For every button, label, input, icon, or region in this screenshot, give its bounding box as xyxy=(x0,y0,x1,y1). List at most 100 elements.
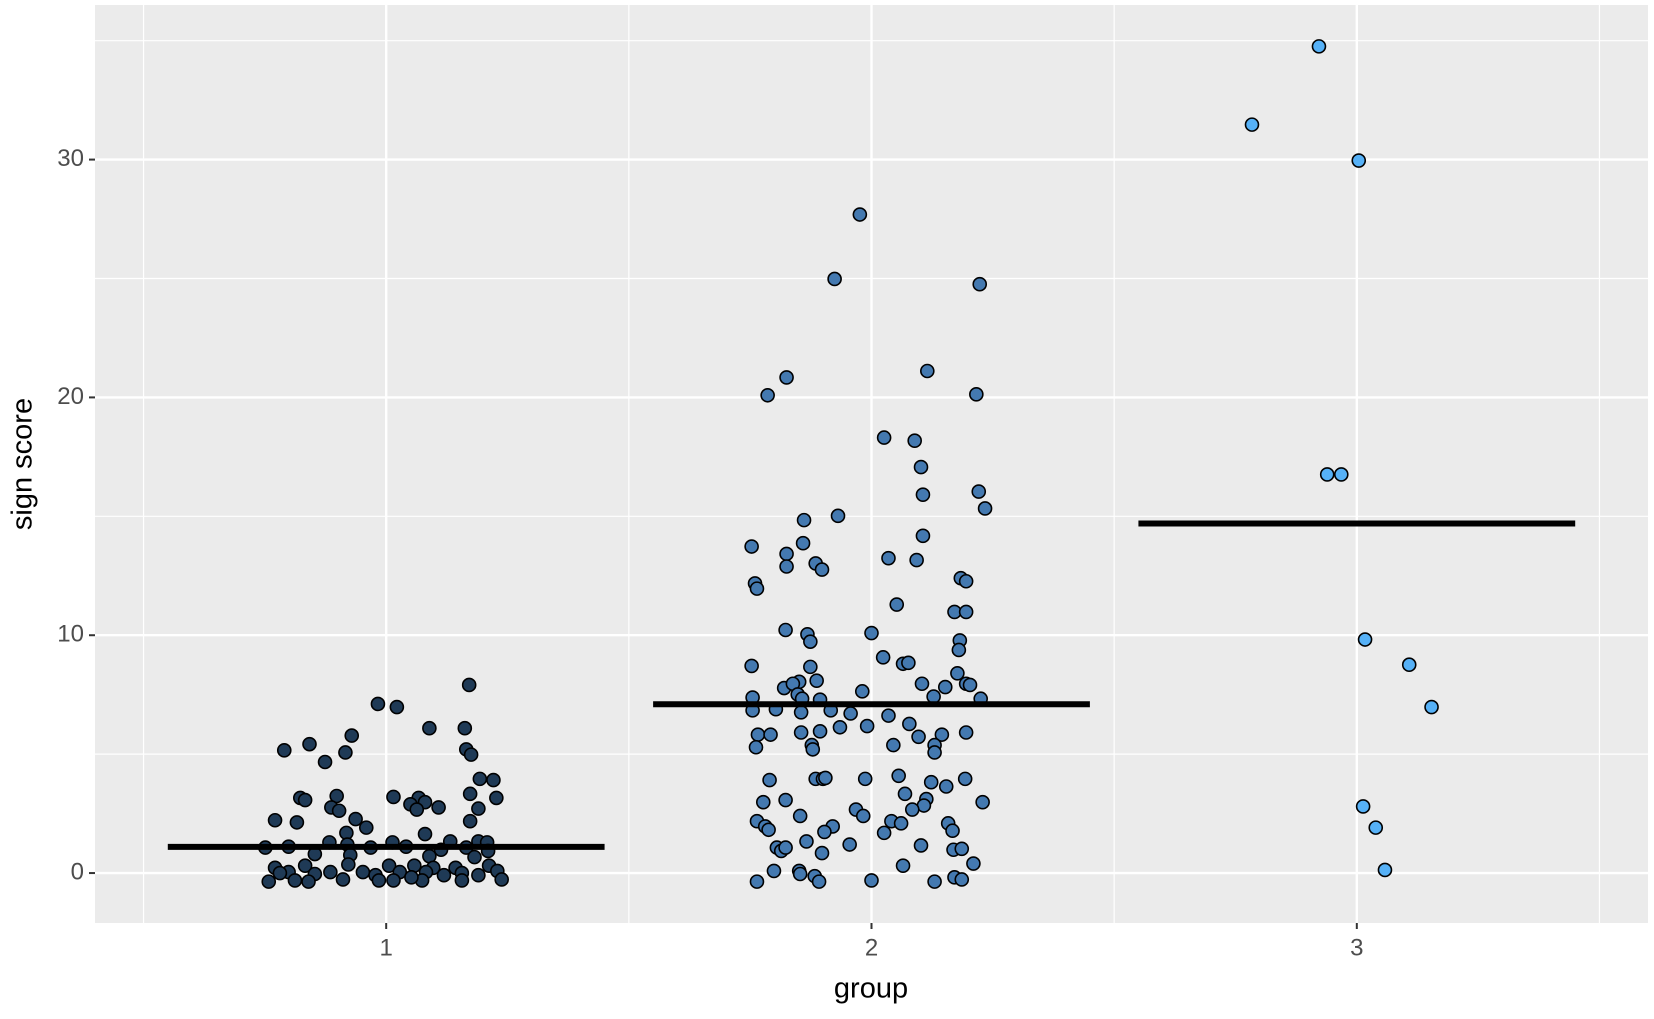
point xyxy=(289,815,305,830)
point xyxy=(467,849,482,865)
point xyxy=(323,864,338,880)
point xyxy=(830,508,846,524)
point xyxy=(1319,467,1335,482)
x-tick-label: 2 xyxy=(865,934,878,961)
point xyxy=(297,858,313,873)
point xyxy=(975,794,990,810)
point xyxy=(344,728,360,743)
point xyxy=(358,820,374,835)
point xyxy=(335,872,351,887)
point xyxy=(341,857,356,872)
point xyxy=(1401,657,1417,673)
point xyxy=(348,811,363,827)
point xyxy=(489,790,504,806)
point xyxy=(938,779,954,794)
x-tick-label: 3 xyxy=(1350,934,1363,961)
point xyxy=(927,745,942,760)
point xyxy=(261,874,277,889)
point xyxy=(920,363,935,379)
point xyxy=(814,845,830,861)
point xyxy=(927,874,942,889)
point xyxy=(779,546,794,562)
y-tick-label: 0 xyxy=(71,858,84,885)
point xyxy=(779,559,794,574)
point xyxy=(409,802,425,817)
point xyxy=(832,719,848,735)
point xyxy=(1244,117,1260,132)
point xyxy=(302,736,317,752)
point xyxy=(457,720,473,736)
point xyxy=(881,550,896,566)
point xyxy=(914,676,930,692)
point xyxy=(792,866,808,882)
point xyxy=(1424,699,1439,715)
point xyxy=(297,792,313,808)
point xyxy=(762,772,777,788)
point xyxy=(859,718,875,734)
point xyxy=(792,808,808,824)
point xyxy=(744,539,759,554)
point xyxy=(793,704,809,720)
point xyxy=(1333,467,1349,482)
point xyxy=(886,737,901,753)
point xyxy=(766,863,782,879)
point xyxy=(796,512,812,528)
point xyxy=(814,562,830,577)
point xyxy=(763,727,778,742)
point xyxy=(864,873,879,888)
point xyxy=(1377,862,1393,878)
point xyxy=(317,754,333,770)
point xyxy=(463,747,479,762)
point xyxy=(875,650,891,665)
point xyxy=(913,838,929,853)
point xyxy=(1368,820,1384,835)
point xyxy=(889,597,905,612)
point xyxy=(793,725,809,740)
point xyxy=(422,720,437,736)
point xyxy=(951,642,967,658)
point xyxy=(812,724,828,739)
point xyxy=(937,679,953,695)
point xyxy=(842,837,857,852)
point xyxy=(1355,799,1371,814)
point xyxy=(876,430,892,445)
point xyxy=(436,867,452,883)
point xyxy=(778,792,793,808)
point xyxy=(795,535,811,551)
point xyxy=(876,825,892,841)
point xyxy=(854,684,870,699)
point xyxy=(1311,39,1327,54)
x-tick-label: 1 xyxy=(380,934,393,961)
point xyxy=(904,802,920,817)
point xyxy=(417,826,433,842)
point xyxy=(926,689,941,704)
point xyxy=(462,786,478,802)
point xyxy=(893,816,909,831)
point xyxy=(971,484,987,499)
point xyxy=(891,768,906,784)
point xyxy=(272,865,288,881)
point xyxy=(911,729,926,745)
point xyxy=(855,808,871,824)
point xyxy=(901,655,916,671)
point xyxy=(287,873,303,888)
point xyxy=(748,739,764,755)
point xyxy=(301,874,316,889)
point xyxy=(811,874,827,889)
point xyxy=(958,573,974,589)
point xyxy=(913,459,929,475)
point xyxy=(779,370,794,385)
point xyxy=(969,387,984,402)
point xyxy=(371,873,387,888)
point xyxy=(817,824,832,840)
point xyxy=(803,634,818,649)
y-tick-label: 10 xyxy=(57,621,84,648)
point xyxy=(486,772,501,788)
point xyxy=(431,800,446,815)
point xyxy=(909,552,924,568)
y-tick-label: 20 xyxy=(57,383,84,410)
point xyxy=(864,625,879,641)
point xyxy=(881,708,896,723)
point xyxy=(744,658,759,674)
